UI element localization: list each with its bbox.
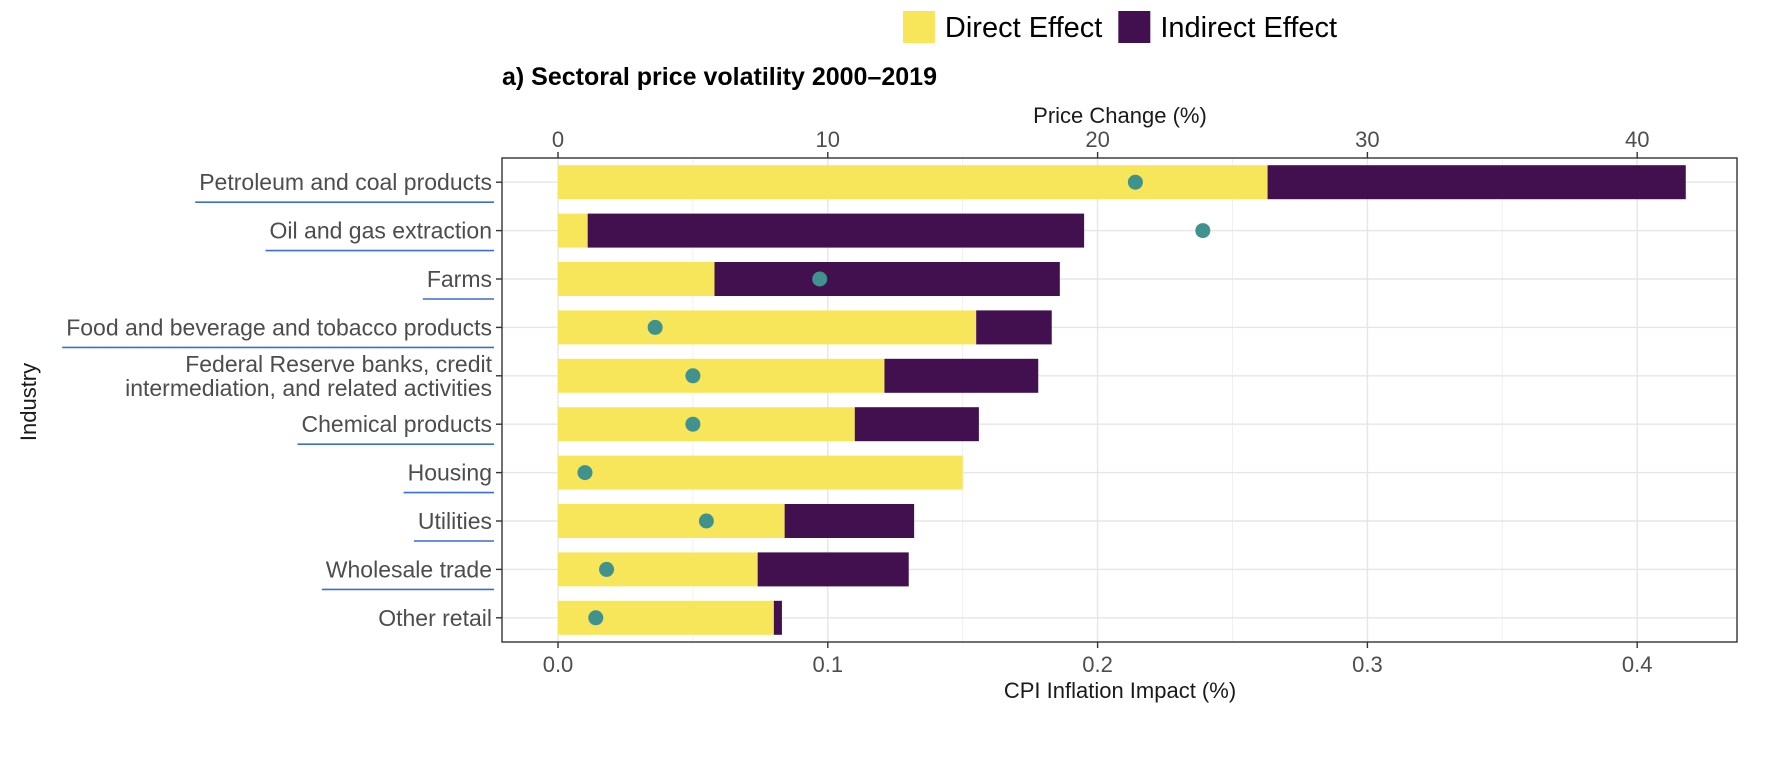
legend-swatch-indirect-effect <box>1118 11 1151 43</box>
x-tick-label: 0.2 <box>1082 652 1113 677</box>
x2-tick-label: 10 <box>816 127 840 152</box>
legend-swatch-direct-effect <box>902 11 935 43</box>
bar-direct-effect <box>558 504 785 538</box>
y-axis-title: Industry <box>16 363 41 441</box>
x2-tick-label: 40 <box>1625 127 1649 152</box>
price-change-point <box>577 465 593 481</box>
price-change-point <box>812 271 828 287</box>
price-change-point <box>588 610 604 626</box>
x2-tick-label: 0 <box>552 127 564 152</box>
legend-label-direct-effect: Direct Effect <box>945 12 1102 44</box>
x-tick-label: 0.0 <box>543 652 574 677</box>
price-change-point <box>685 368 701 384</box>
bar-direct-effect <box>558 552 758 587</box>
category-label: intermediation, and related activities <box>125 375 492 401</box>
x2-tick-label: 20 <box>1085 127 1109 152</box>
category-label: Other retail <box>378 605 492 631</box>
plot-area: 0.0 0.1 0.2 0.3 0.4 0 10 20 30 40 Petroleum and co… <box>62 127 1738 677</box>
bar-indirect-effect <box>884 358 1039 393</box>
x2-tick-label: 30 <box>1355 127 1379 152</box>
bar-indirect-effect <box>854 407 979 442</box>
bar-direct-effect <box>558 262 715 296</box>
category-label: Utilities <box>418 508 492 534</box>
category-label: Food and beverage and tobacco products <box>66 314 492 340</box>
bar-indirect-effect <box>784 504 915 538</box>
price-change-point <box>599 561 615 577</box>
bar-direct-effect <box>558 165 1268 200</box>
x-tick-label: 0.1 <box>813 652 844 677</box>
bar-indirect-effect <box>976 310 1052 345</box>
legend-label-indirect-effect: Indirect Effect <box>1160 12 1337 44</box>
price-change-point <box>698 513 714 529</box>
chart-title: a) Sectoral price volatility 2000–2019 <box>502 63 937 91</box>
category-label: Wholesale trade <box>326 556 492 582</box>
category-label: Oil and gas extraction <box>270 218 492 244</box>
bar-indirect-effect <box>714 262 1060 296</box>
bar-direct-effect <box>558 407 855 442</box>
bar-direct-effect <box>558 310 977 345</box>
category-label: Petroleum and coal products <box>199 169 492 195</box>
price-change-point <box>647 319 663 335</box>
bar-indirect-effect <box>587 213 1085 248</box>
x-tick-label: 0.3 <box>1352 652 1383 677</box>
bar-direct-effect <box>558 455 963 490</box>
bottom-axis-title: CPI Inflation Impact (%) <box>1004 678 1236 703</box>
bar-indirect-effect <box>1267 165 1686 200</box>
x-tick-label: 0.4 <box>1622 652 1653 677</box>
bar-direct-effect <box>558 213 588 248</box>
bar-indirect-effect <box>773 600 782 635</box>
bar-indirect-effect <box>757 552 909 587</box>
category-label: Housing <box>408 460 492 486</box>
panel-border <box>501 157 1738 643</box>
price-change-point <box>685 416 701 432</box>
price-change-point <box>1195 223 1211 239</box>
category-label: Farms <box>427 266 492 292</box>
bar-direct-effect <box>558 358 885 393</box>
category-label: Federal Reserve banks, credit <box>185 351 492 377</box>
price-change-point <box>1127 174 1143 190</box>
legend: Direct Effect Indirect Effect <box>902 11 1337 44</box>
category-label: Chemical products <box>302 411 492 437</box>
top-axis-title: Price Change (%) <box>1033 103 1207 128</box>
